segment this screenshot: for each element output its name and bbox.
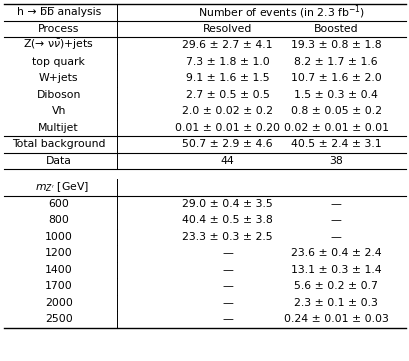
Text: 2.3 ± 0.1 ± 0.3: 2.3 ± 0.1 ± 0.3	[294, 298, 377, 308]
Text: 40.5 ± 2.4 ± 3.1: 40.5 ± 2.4 ± 3.1	[290, 139, 381, 149]
Text: 1.5 ± 0.3 ± 0.4: 1.5 ± 0.3 ± 0.4	[294, 90, 377, 100]
Text: 0.8 ± 0.05 ± 0.2: 0.8 ± 0.05 ± 0.2	[290, 106, 381, 116]
Text: 0.24 ± 0.01 ± 0.03: 0.24 ± 0.01 ± 0.03	[283, 314, 388, 324]
Text: 0.02 ± 0.01 ± 0.01: 0.02 ± 0.01 ± 0.01	[283, 123, 388, 133]
Text: 1700: 1700	[45, 281, 72, 291]
Text: 29.0 ± 0.4 ± 3.5: 29.0 ± 0.4 ± 3.5	[182, 199, 272, 209]
Text: 600: 600	[48, 199, 69, 209]
Text: Diboson: Diboson	[36, 90, 81, 100]
Text: 0.01 ± 0.01 ± 0.20: 0.01 ± 0.01 ± 0.20	[175, 123, 279, 133]
Text: top quark: top quark	[32, 57, 85, 67]
Text: 10.7 ± 1.6 ± 2.0: 10.7 ± 1.6 ± 2.0	[290, 73, 381, 83]
Text: $m_{Z^\prime}$ [GeV]: $m_{Z^\prime}$ [GeV]	[35, 180, 89, 194]
Text: 8.2 ± 1.7 ± 1.6: 8.2 ± 1.7 ± 1.6	[294, 57, 377, 67]
Text: 44: 44	[220, 156, 234, 166]
Text: —: —	[222, 265, 232, 275]
Text: —: —	[330, 199, 341, 209]
Text: 9.1 ± 1.6 ± 1.5: 9.1 ± 1.6 ± 1.5	[185, 73, 269, 83]
Text: 38: 38	[328, 156, 342, 166]
Text: 2.7 ± 0.5 ± 0.5: 2.7 ± 0.5 ± 0.5	[185, 90, 269, 100]
Text: 23.3 ± 0.3 ± 2.5: 23.3 ± 0.3 ± 2.5	[182, 232, 272, 242]
Text: 23.6 ± 0.4 ± 2.4: 23.6 ± 0.4 ± 2.4	[290, 248, 381, 258]
Text: —: —	[330, 232, 341, 242]
Text: Multijet: Multijet	[38, 123, 79, 133]
Text: 13.1 ± 0.3 ± 1.4: 13.1 ± 0.3 ± 1.4	[290, 265, 381, 275]
Text: Resolved: Resolved	[202, 24, 252, 34]
Text: Number of events (in 2.3 fb$^{-1}$): Number of events (in 2.3 fb$^{-1}$)	[198, 4, 364, 21]
Text: 19.3 ± 0.8 ± 1.8: 19.3 ± 0.8 ± 1.8	[290, 40, 381, 50]
Text: Vh: Vh	[51, 106, 66, 116]
Text: 7.3 ± 1.8 ± 1.0: 7.3 ± 1.8 ± 1.0	[185, 57, 269, 67]
Text: 5.6 ± 0.2 ± 0.7: 5.6 ± 0.2 ± 0.7	[294, 281, 377, 291]
Text: Total background: Total background	[12, 139, 105, 149]
Text: —: —	[222, 314, 232, 324]
Text: Process: Process	[38, 24, 79, 34]
Text: 29.6 ± 2.7 ± 4.1: 29.6 ± 2.7 ± 4.1	[182, 40, 272, 50]
Text: 1400: 1400	[45, 265, 72, 275]
Text: h → b̅b̅ analysis: h → b̅b̅ analysis	[16, 7, 101, 17]
Text: —: —	[330, 215, 341, 225]
Text: 40.4 ± 0.5 ± 3.8: 40.4 ± 0.5 ± 3.8	[182, 215, 272, 225]
Text: 1200: 1200	[45, 248, 72, 258]
Text: —: —	[222, 248, 232, 258]
Text: Z(→ ν$\bar{\nu}$)+jets: Z(→ ν$\bar{\nu}$)+jets	[23, 38, 94, 52]
Text: 2000: 2000	[45, 298, 72, 308]
Text: 1000: 1000	[45, 232, 72, 242]
Text: Data: Data	[45, 156, 72, 166]
Text: 2500: 2500	[45, 314, 72, 324]
Text: —: —	[222, 281, 232, 291]
Text: —: —	[222, 298, 232, 308]
Text: 2.0 ± 0.02 ± 0.2: 2.0 ± 0.02 ± 0.2	[182, 106, 272, 116]
Text: 50.7 ± 2.9 ± 4.6: 50.7 ± 2.9 ± 4.6	[182, 139, 272, 149]
Text: Boosted: Boosted	[313, 24, 357, 34]
Text: W+jets: W+jets	[39, 73, 78, 83]
Text: 800: 800	[48, 215, 69, 225]
